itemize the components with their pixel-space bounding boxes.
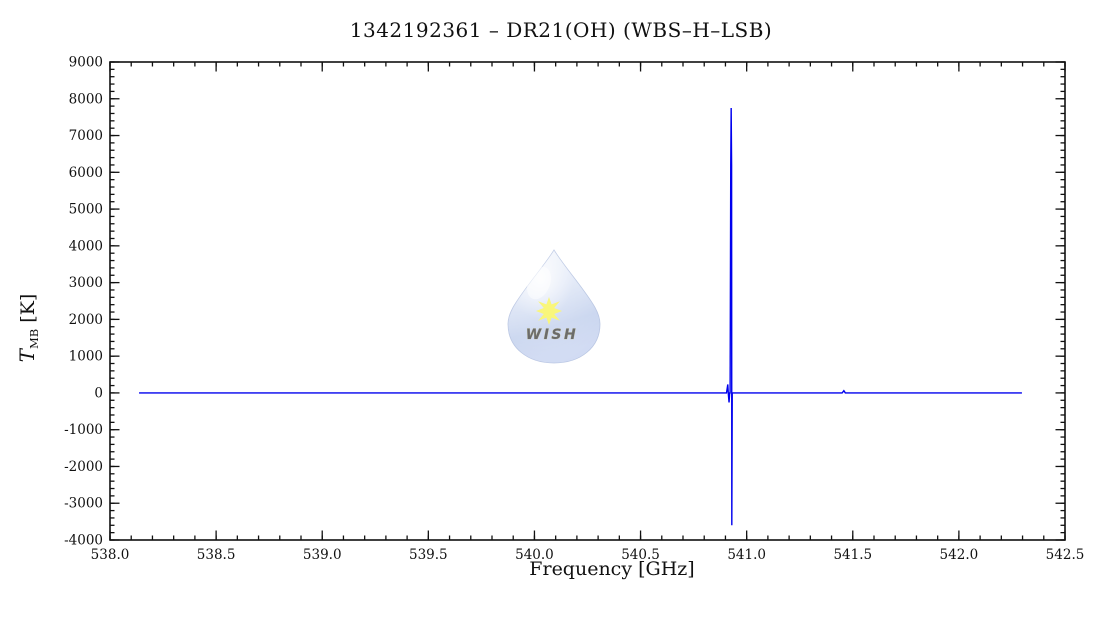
svg-text:-4000: -4000	[64, 533, 103, 549]
svg-text:541.5: 541.5	[833, 547, 872, 563]
svg-text:542.0: 542.0	[940, 547, 979, 563]
plot-frame	[109, 61, 1066, 541]
wish-label: WISH	[526, 327, 578, 343]
svg-text:539.5: 539.5	[409, 547, 448, 563]
spectrum-line	[139, 107, 1022, 526]
star-icon	[535, 297, 563, 325]
svg-text:541.0: 541.0	[727, 547, 766, 563]
svg-text:8000: 8000	[69, 91, 103, 107]
svg-text:1000: 1000	[69, 349, 103, 365]
svg-text:540.5: 540.5	[621, 547, 660, 563]
svg-text:-3000: -3000	[64, 496, 103, 512]
svg-text:0: 0	[94, 385, 103, 401]
svg-text:-1000: -1000	[64, 422, 103, 438]
series-spectrum	[139, 107, 1022, 526]
svg-text:539.0: 539.0	[303, 547, 342, 563]
svg-text:7000: 7000	[69, 128, 103, 144]
water-drop-highlight	[526, 266, 552, 300]
svg-text:538.0: 538.0	[91, 547, 130, 563]
svg-text:5000: 5000	[69, 202, 103, 218]
svg-text:542.5: 542.5	[1046, 547, 1085, 563]
y-tick-labels: -4000 -3000 -2000 -1000 0 1000 2000 3000 4000 500…	[64, 55, 103, 549]
y-axis-label: TMB [K]	[15, 294, 41, 363]
svg-text:4000: 4000	[69, 238, 103, 254]
svg-text:-2000: -2000	[64, 459, 103, 475]
svg-text:9000: 9000	[69, 55, 103, 71]
chart-title: 1342192361 – DR21(OH) (WBS–H–LSB)	[350, 18, 773, 42]
x-tick-labels: 538.0 538.5 539.0 539.5 540.0 540.5 541.0 541.5…	[91, 547, 1085, 563]
wish-watermark-logo: WISH	[507, 249, 601, 364]
svg-text:3000: 3000	[69, 275, 103, 291]
svg-text:2000: 2000	[69, 312, 103, 328]
svg-text:538.5: 538.5	[197, 547, 236, 563]
svg-text:540.0: 540.0	[515, 547, 554, 563]
svg-text:6000: 6000	[69, 165, 103, 181]
x-axis-label: Frequency [GHz]	[529, 558, 694, 580]
